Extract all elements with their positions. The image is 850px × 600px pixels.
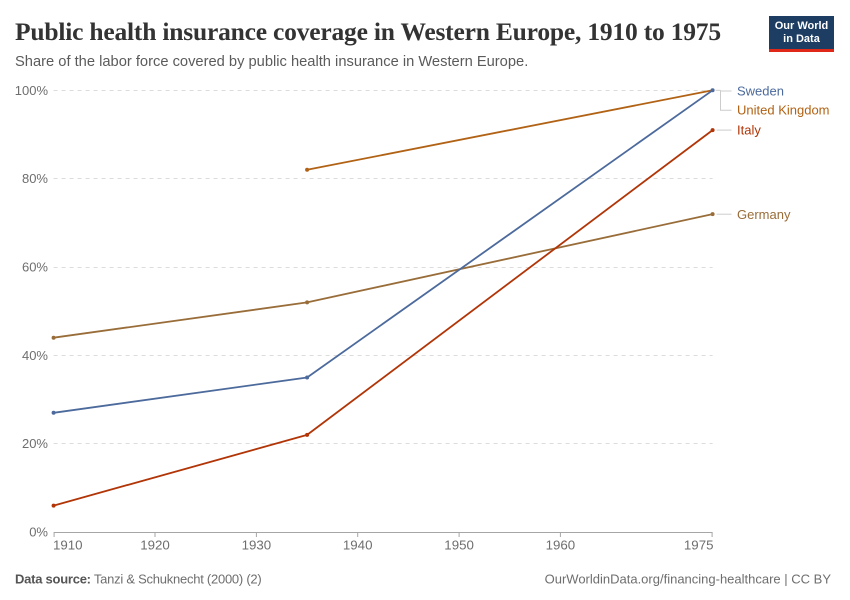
svg-text:20%: 20% (22, 436, 48, 451)
svg-text:40%: 40% (22, 348, 48, 363)
svg-text:Share of the labor force cover: Share of the labor force covered by publ… (15, 54, 528, 70)
svg-text:United Kingdom: United Kingdom (737, 103, 830, 118)
svg-text:0%: 0% (29, 524, 48, 539)
svg-text:1910: 1910 (53, 538, 83, 553)
svg-text:100%: 100% (15, 83, 49, 98)
svg-text:1940: 1940 (343, 538, 373, 553)
svg-text:Italy: Italy (737, 123, 761, 138)
svg-text:1920: 1920 (140, 538, 170, 553)
svg-text:1975: 1975 (684, 538, 714, 553)
svg-text:Germany: Germany (737, 207, 791, 222)
svg-text:60%: 60% (22, 260, 48, 275)
svg-text:80%: 80% (22, 171, 48, 186)
svg-text:Sweden: Sweden (737, 84, 784, 99)
svg-text:OurWorldinData.org/financing-h: OurWorldinData.org/financing-healthcare … (545, 572, 832, 587)
svg-text:1950: 1950 (444, 538, 474, 553)
svg-text:Public health insurance covera: Public health insurance coverage in West… (15, 17, 721, 46)
svg-text:1960: 1960 (546, 538, 576, 553)
svg-text:Data source: Tanzi & Schuknech: Data source: Tanzi & Schuknecht (2000) (… (15, 572, 262, 587)
svg-text:1930: 1930 (242, 538, 272, 553)
